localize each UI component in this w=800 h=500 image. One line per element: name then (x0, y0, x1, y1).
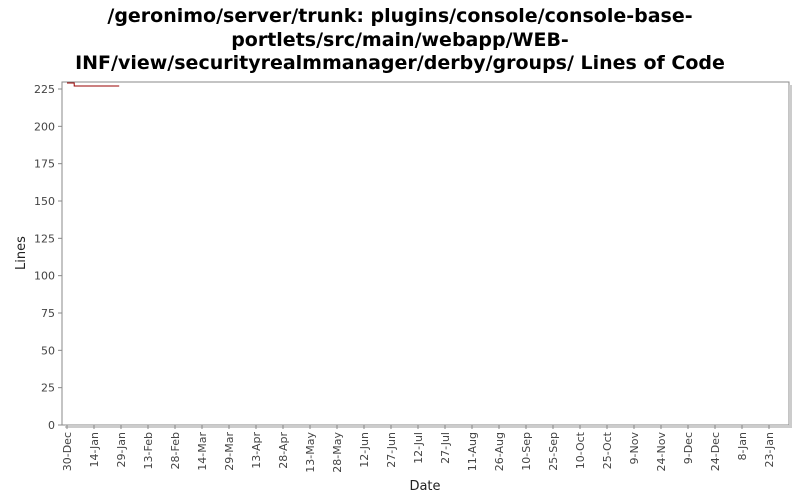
x-tick-label: 12-Jul (412, 432, 425, 464)
x-tick-label: 13-May (304, 432, 317, 473)
chart-title-line-2: portlets/src/main/webapp/WEB- (231, 29, 569, 51)
plot-shadow-right (789, 85, 792, 428)
series-layer (67, 82, 120, 87)
x-tick-label: 8-Jan (736, 432, 749, 461)
x-axis-label: Date (409, 479, 440, 494)
chart-title-line-3: INF/view/securityrealmmanager/derby/grou… (75, 52, 725, 74)
x-tick-label: 28-Apr (277, 432, 290, 469)
y-tick-label: 50 (41, 344, 55, 357)
y-axis: 0 25 50 75 100 125 150 175 200 225 (34, 83, 62, 432)
y-tick-label: 0 (48, 419, 55, 432)
series-line (67, 82, 120, 87)
x-tick-label: 9-Nov (628, 432, 641, 465)
x-tick-label: 28-May (331, 432, 344, 473)
chart-title: /geronimo/server/trunk: plugins/console/… (75, 5, 725, 74)
y-tick-label: 25 (41, 382, 55, 395)
x-tick-label: 27-Jul (439, 432, 452, 464)
plot-shadow-bottom (65, 425, 792, 428)
y-tick-label: 225 (34, 83, 55, 96)
y-tick-label: 75 (41, 307, 55, 320)
y-tick-label: 150 (34, 195, 55, 208)
x-tick-label: 12-Jun (358, 432, 371, 468)
x-tick-label: 13-Apr (250, 432, 263, 469)
x-axis: 30-Dec 14-Jan 29-Jan 13-Feb 28-Feb 14-Mar 29-M… (61, 425, 776, 473)
x-tick-label: 14-Jan (88, 432, 101, 468)
plot-area (61, 81, 790, 426)
x-tick-label: 9-Dec (682, 432, 695, 464)
x-tick-label: 14-Mar (196, 432, 209, 471)
x-tick-label: 27-Jun (385, 432, 398, 468)
chart-title-line-1: /geronimo/server/trunk: plugins/console/… (107, 5, 692, 27)
x-tick-label: 25-Sep (547, 432, 560, 471)
x-tick-label: 29-Jan (115, 432, 128, 468)
x-tick-label: 13-Feb (142, 432, 155, 469)
y-tick-label: 125 (34, 232, 55, 245)
x-tick-label: 24-Dec (709, 432, 722, 471)
x-tick-label: 30-Dec (61, 432, 74, 471)
x-tick-label: 25-Oct (601, 431, 614, 469)
x-tick-label: 10-Sep (520, 432, 533, 471)
x-tick-label: 26-Aug (493, 432, 506, 471)
x-tick-label: 28-Feb (169, 432, 182, 469)
x-tick-label: 10-Oct (574, 431, 587, 469)
y-axis-label: Lines (14, 236, 29, 270)
x-tick-label: 23-Jan (763, 432, 776, 468)
y-tick-label: 200 (34, 120, 55, 133)
x-tick-label: 11-Aug (466, 432, 479, 471)
y-tick-label: 175 (34, 158, 55, 171)
y-tick-label: 100 (34, 270, 55, 283)
x-tick-label: 29-Mar (223, 432, 236, 471)
x-tick-label: 24-Nov (655, 432, 668, 472)
